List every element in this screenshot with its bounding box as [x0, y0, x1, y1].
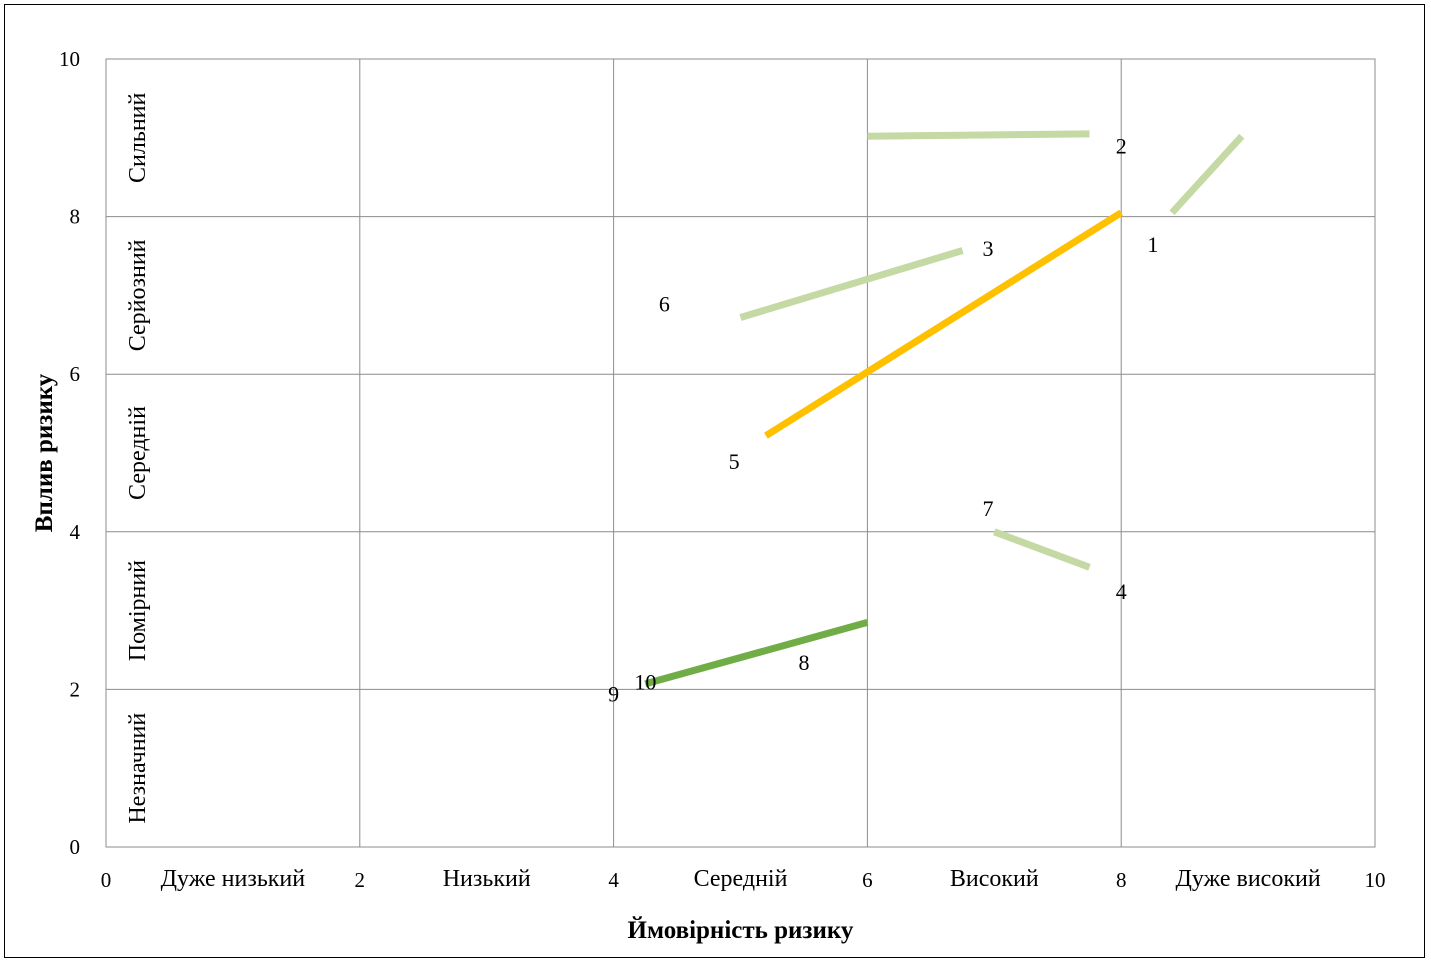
grid-lines [105, 58, 1376, 848]
y-category-label: Незначний [125, 713, 151, 824]
point-label: 6 [659, 291, 670, 316]
y-tick-label: 0 [70, 835, 81, 859]
x-tick-label: 0 [101, 868, 112, 892]
x-axis-title: Ймовірність ризику [628, 916, 854, 944]
x-tick-label: 10 [1365, 868, 1386, 892]
series-line-6 [644, 619, 869, 688]
point-labels: 1 2 3 4 5 6 7 8 9 10 [608, 134, 1158, 707]
point-label: 10 [634, 670, 656, 695]
series-line-3 [739, 247, 964, 321]
y-tick-label: 6 [70, 362, 81, 386]
point-label: 1 [1147, 232, 1158, 257]
x-tick-label: 8 [1116, 868, 1127, 892]
x-tick-label: 6 [862, 868, 873, 892]
point-label: 9 [608, 681, 619, 706]
series-line-1 [867, 130, 1090, 140]
y-category-label: Сильний [125, 92, 151, 182]
series-line-4 [993, 528, 1091, 571]
x-category-label: Середній [694, 866, 788, 892]
x-category-label: Дуже високий [1176, 866, 1321, 892]
series-lines [644, 130, 1245, 688]
point-label: 4 [1116, 579, 1127, 604]
chart-frame [4, 4, 1425, 958]
x-tick-label: 4 [608, 868, 619, 892]
y-tick-label: 4 [70, 520, 81, 544]
y-category-label: Серйозний [125, 239, 151, 351]
x-category-label: Дуже низький [161, 866, 306, 892]
x-category-label: Високий [950, 866, 1039, 892]
point-label: 8 [798, 650, 809, 675]
point-label: 2 [1116, 134, 1127, 159]
category-labels: Дуже низький Низький Середній Високий Дуже в… [125, 92, 1321, 892]
series-line-5 [764, 209, 1124, 439]
point-label: 5 [729, 449, 740, 474]
y-tick-label: 10 [59, 47, 80, 71]
y-tick-label: 8 [70, 205, 81, 229]
x-tick-label: 2 [355, 868, 366, 892]
tick-labels: 0 2 4 6 8 10 0 2 4 6 8 10 [59, 47, 1386, 892]
series-line-2 [1169, 133, 1245, 216]
y-tick-label: 2 [70, 677, 81, 701]
y-category-label: Середній [125, 406, 151, 500]
x-category-label: Низький [443, 866, 531, 892]
y-category-label: Помірний [125, 560, 151, 661]
plot-area-border [105, 58, 1376, 848]
point-label: 7 [982, 496, 993, 521]
point-label: 3 [982, 236, 993, 261]
y-axis-title: Вплив ризику [31, 373, 58, 532]
